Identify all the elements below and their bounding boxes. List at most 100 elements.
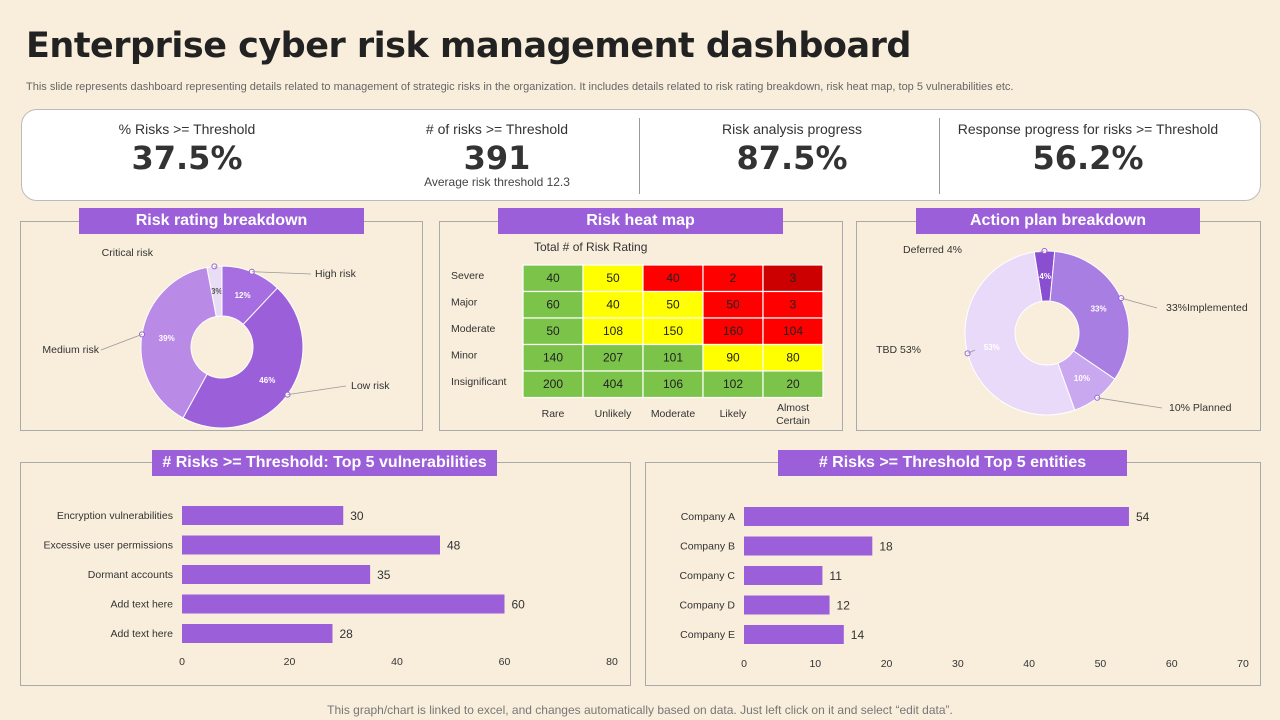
heat-cell-value: 160 [723, 324, 743, 338]
heat-cell-value: 50 [726, 298, 740, 312]
heat-cell[interactable] [702, 370, 764, 399]
heat-cell[interactable] [702, 264, 764, 293]
leader-line [967, 349, 976, 354]
heat-cell-value: 207 [603, 351, 623, 365]
leader-line [214, 266, 218, 269]
donut-slice[interactable] [182, 287, 304, 429]
heat-cell[interactable] [762, 264, 824, 293]
heat-col-label: Moderate [651, 408, 696, 420]
heat-cell-value: 102 [723, 377, 743, 391]
heat-cell[interactable] [582, 370, 644, 399]
heat-cell-value: 80 [786, 351, 800, 365]
heat-cell-value: 404 [603, 377, 623, 391]
risk-rating-donut-chart[interactable]: 3% Critical risk 12% High risk 46% Low risk 39… [21, 222, 422, 430]
axis-tick-label: 10 [809, 658, 821, 670]
heat-row-label: Moderate [451, 323, 496, 335]
heat-cell[interactable] [642, 343, 704, 372]
kpi-risks-threshold-count: # of risks >= Threshold 391 Average risk… [352, 110, 642, 202]
bar-value-label: 18 [879, 540, 893, 554]
heat-map-subtitle: Total # of Risk Rating [534, 240, 647, 254]
vulnerabilities-panel: Encryption vulnerabilities 30 Excessive us… [20, 462, 631, 686]
kpi-divider [639, 118, 640, 194]
action-plan-panel: 4% Deferred 4% 33% 33%Implemented 10% 10% Pla… [856, 221, 1261, 431]
donut-slice[interactable] [964, 251, 1076, 416]
heat-cell[interactable] [582, 264, 644, 293]
bar[interactable] [182, 565, 371, 584]
bar[interactable] [744, 625, 844, 644]
slice-category-label: High risk [315, 268, 357, 280]
heat-row-label: Major [451, 297, 478, 309]
heat-cell-value: 101 [663, 351, 683, 365]
donut-slice[interactable] [140, 266, 217, 419]
vulnerabilities-bar-chart[interactable]: Encryption vulnerabilities 30 Excessive us… [21, 463, 630, 685]
heat-row-label: Minor [451, 350, 478, 362]
axis-tick-label: 40 [391, 656, 403, 668]
entities-bar-chart[interactable]: Company A 54 Company B 18 Company C 11 Company… [646, 463, 1260, 685]
slice-category-label: 33%Implemented [1166, 302, 1248, 314]
bar-category-label: Company A [681, 511, 735, 523]
heat-cell-value: 50 [666, 298, 680, 312]
heat-cell-value: 104 [783, 324, 803, 338]
bar-category-label: Company D [680, 600, 736, 612]
heat-cell-value: 200 [543, 377, 563, 391]
heat-row-label: Insignificant [451, 376, 507, 388]
heat-cell-value: 90 [726, 351, 740, 365]
action-plan-donut-chart[interactable]: 4% Deferred 4% 33% 33%Implemented 10% 10% Pla… [857, 222, 1260, 430]
slice-value-label: 46% [259, 376, 275, 385]
heat-map-title: Risk heat map [498, 208, 783, 234]
heat-cell-value: 60 [546, 298, 560, 312]
heat-cell[interactable] [582, 343, 644, 372]
heat-cell[interactable] [702, 317, 764, 346]
heat-cell[interactable] [522, 317, 584, 346]
heat-cell[interactable] [762, 370, 824, 399]
bar[interactable] [182, 535, 440, 555]
axis-tick-label: 20 [881, 658, 893, 670]
bar[interactable] [182, 594, 505, 614]
heat-cell[interactable] [702, 343, 764, 372]
leader-line [1097, 397, 1163, 409]
heat-cell[interactable] [762, 343, 824, 372]
bar[interactable] [744, 507, 1129, 526]
bar[interactable] [182, 624, 333, 643]
heat-col-label: Certain [776, 415, 810, 427]
slice-value-label: 39% [159, 334, 175, 343]
heat-cell[interactable] [702, 290, 764, 319]
heat-col-label: Likely [720, 408, 748, 420]
axis-tick-label: 40 [1023, 658, 1035, 670]
slice-value-label: 10% [1074, 374, 1090, 383]
action-plan-title: Action plan breakdown [916, 208, 1200, 234]
heat-row-label: Severe [451, 270, 484, 282]
donut-slice[interactable] [1049, 250, 1130, 380]
kpi-label: Response progress for risks >= Threshold [957, 121, 1219, 137]
leader-line [287, 385, 347, 396]
slice-category-label: Deferred 4% [903, 244, 962, 256]
heat-col-label: Almost [777, 402, 809, 414]
risk-heat-map-chart[interactable]: Total # of Risk Rating Severe 40 50 40 2 3 Majo… [440, 222, 842, 430]
leader-dot [1118, 295, 1125, 302]
bar-category-label: Encryption vulnerabilities [57, 510, 173, 522]
heat-cell[interactable] [762, 290, 824, 319]
slice-category-label: Low risk [351, 380, 390, 392]
bar-value-label: 60 [512, 598, 526, 612]
kpi-divider [939, 118, 940, 194]
heat-cell-value: 140 [543, 351, 563, 365]
kpi-analysis-progress: Risk analysis progress 87.5% [642, 110, 942, 202]
leader-dot [964, 350, 971, 357]
heat-cell-value: 108 [603, 324, 623, 338]
heat-cell[interactable] [582, 290, 644, 319]
entities-panel: Company A 54 Company B 18 Company C 11 Company… [645, 462, 1261, 686]
heat-cell[interactable] [582, 317, 644, 346]
heat-col-label: Rare [542, 408, 565, 420]
bar[interactable] [744, 536, 873, 556]
heat-cell[interactable] [522, 370, 584, 399]
heat-cell[interactable] [642, 264, 704, 293]
heat-cell[interactable] [642, 317, 704, 346]
bar[interactable] [182, 506, 344, 525]
bar[interactable] [744, 566, 823, 585]
kpi-value: 87.5% [736, 139, 848, 177]
kpi-label: # of risks >= Threshold [425, 121, 569, 137]
bar[interactable] [744, 595, 830, 615]
footer-note: This graph/chart is linked to excel, and… [327, 703, 953, 717]
slice-value-label: 4% [1039, 272, 1051, 281]
heat-cell[interactable] [762, 317, 824, 346]
